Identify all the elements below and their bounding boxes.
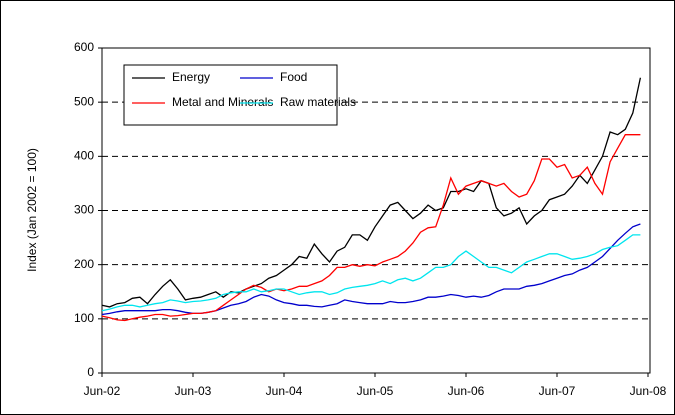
- series-line: [101, 77, 642, 308]
- legend-box: [123, 64, 338, 126]
- x-tick-label: Jun-05: [357, 384, 394, 398]
- legend-label: Energy: [172, 70, 210, 84]
- legend-label: Food: [280, 70, 307, 84]
- x-tick-label: Jun-08: [630, 384, 667, 398]
- legend-label: Metal and Minerals: [172, 95, 273, 109]
- series-line: [101, 234, 641, 312]
- y-tick-label: 400: [74, 149, 94, 163]
- y-tick-label: 0: [87, 365, 94, 379]
- legend-label: Raw materials: [280, 95, 356, 109]
- x-tick-label: Jun-02: [84, 384, 121, 398]
- y-tick-label: 300: [74, 203, 94, 217]
- y-axis-label: Index (Jan 2002 = 100): [25, 148, 39, 272]
- y-tick-label: 100: [74, 311, 94, 325]
- x-tick-label: Jun-03: [175, 384, 212, 398]
- x-tick-label: Jun-07: [539, 384, 576, 398]
- series-line: [101, 134, 641, 322]
- y-tick-label: 200: [74, 257, 94, 271]
- y-tick-label: 500: [74, 94, 94, 108]
- y-tick-label: 600: [74, 40, 94, 54]
- x-tick-label: Jun-06: [448, 384, 485, 398]
- x-tick-label: Jun-04: [266, 384, 303, 398]
